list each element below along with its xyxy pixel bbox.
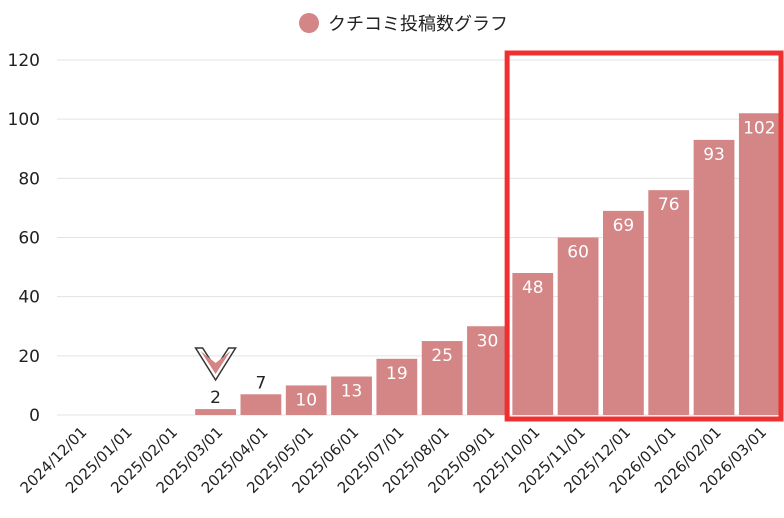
x-axis: 2024/12/012025/01/012025/02/012025/03/01… bbox=[17, 423, 771, 497]
y-tick-label: 120 bbox=[8, 51, 40, 71]
data-label: 2 bbox=[210, 388, 221, 408]
legend-label: クチコミ投稿数グラフ bbox=[328, 14, 508, 35]
y-tick-label: 20 bbox=[18, 347, 40, 367]
y-tick-label: 80 bbox=[18, 169, 40, 189]
y-tick-label: 40 bbox=[18, 288, 40, 308]
y-tick-label: 60 bbox=[18, 229, 40, 249]
legend-swatch bbox=[299, 13, 319, 33]
bar bbox=[603, 210, 644, 415]
bar bbox=[376, 358, 418, 415]
bar bbox=[648, 190, 690, 415]
bar bbox=[557, 237, 599, 415]
bar bbox=[421, 341, 463, 415]
y-tick-label: 100 bbox=[8, 110, 40, 130]
data-label: 76 bbox=[658, 195, 680, 215]
data-label: 48 bbox=[522, 278, 544, 298]
data-label: 10 bbox=[295, 390, 317, 410]
bar bbox=[467, 326, 508, 415]
chart-legend: クチコミ投稿数グラフ bbox=[299, 13, 508, 35]
bar bbox=[738, 113, 780, 415]
data-label: 25 bbox=[431, 346, 453, 366]
data-label: 93 bbox=[703, 145, 725, 165]
bar bbox=[512, 273, 554, 415]
data-labels: 2 7 10 13 19 25 30 48 60 69 76 93 102 bbox=[210, 118, 775, 410]
bar bbox=[240, 394, 282, 415]
y-tick-label: 0 bbox=[29, 406, 40, 426]
highlight-box bbox=[504, 50, 784, 422]
bars bbox=[195, 113, 780, 415]
bar bbox=[195, 409, 236, 415]
data-label: 60 bbox=[567, 243, 589, 263]
bar bbox=[693, 139, 735, 415]
annotations bbox=[194, 50, 784, 422]
data-label: 69 bbox=[613, 216, 635, 236]
data-label: 30 bbox=[477, 331, 499, 351]
data-label: 7 bbox=[255, 373, 266, 393]
bar bbox=[331, 376, 372, 415]
y-axis: 0 20 40 60 80 100 120 bbox=[8, 51, 40, 426]
data-label: 102 bbox=[743, 118, 775, 138]
bar bbox=[285, 385, 327, 415]
grid-lines bbox=[57, 59, 782, 416]
data-label: 19 bbox=[386, 364, 408, 384]
data-label: 13 bbox=[341, 382, 363, 402]
marker-chevron-icon bbox=[200, 351, 231, 374]
